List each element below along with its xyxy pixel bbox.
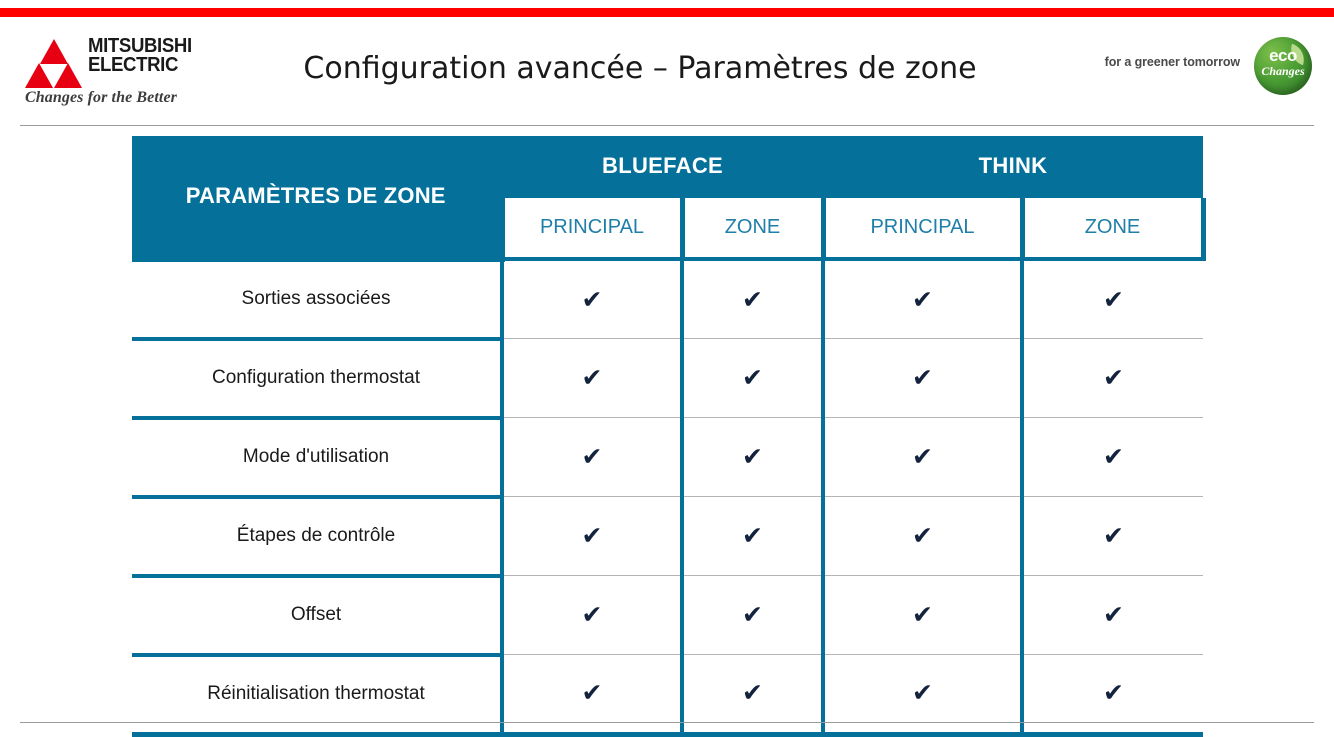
eco-badge-top-text: eco [1269, 46, 1297, 65]
cell-blueface-zone: ✔ [680, 575, 823, 655]
check-icon: ✔ [1103, 442, 1124, 471]
table-header-parameters: PARAMÈTRES DE ZONE [132, 136, 502, 259]
brand-tagline: Changes for the Better [25, 89, 177, 106]
page-title: Configuration avancée – Paramètres de zo… [303, 51, 977, 86]
cell-blueface-principal: ✔ [500, 257, 682, 339]
check-icon: ✔ [742, 363, 763, 392]
cell-blueface-zone: ✔ [680, 496, 823, 576]
check-icon: ✔ [742, 284, 763, 314]
header-divider [20, 125, 1314, 126]
check-icon: ✔ [912, 363, 933, 392]
row-label: Configuration thermostat [132, 336, 504, 418]
eco-badge-bottom-text: Changes [1261, 64, 1305, 78]
cell-think-zone: ✔ [1020, 496, 1203, 576]
check-icon: ✔ [1103, 678, 1124, 708]
cell-think-zone: ✔ [1020, 575, 1203, 655]
check-icon: ✔ [912, 284, 933, 314]
cell-blueface-zone: ✔ [680, 257, 823, 339]
table-row: Sorties associées ✔ ✔ ✔ ✔ [132, 256, 1203, 339]
check-icon: ✔ [912, 442, 933, 471]
diamond-left-icon [25, 63, 53, 88]
eco-tagline: for a greener tomorrow [1104, 55, 1240, 69]
row-label: Mode d'utilisation [132, 415, 504, 497]
check-icon: ✔ [912, 678, 933, 708]
table-row: Offset ✔ ✔ ✔ ✔ [132, 573, 1203, 655]
table-subheader-think-zone: ZONE [1019, 198, 1206, 259]
check-icon: ✔ [742, 442, 763, 471]
table-group-header-blueface: BLUEFACE [502, 136, 823, 198]
footer-divider [20, 722, 1314, 723]
check-icon: ✔ [581, 521, 603, 550]
cell-think-zone: ✔ [1020, 257, 1203, 339]
check-icon: ✔ [581, 363, 603, 392]
mitsubishi-electric-logo: MITSUBISHI ELECTRIC Changes for the Bett… [20, 33, 220, 111]
cell-blueface-principal: ✔ [500, 496, 682, 576]
table-body: Sorties associées ✔ ✔ ✔ ✔ Configuration … [132, 256, 1203, 737]
cell-blueface-principal: ✔ [500, 338, 682, 418]
slide-header: MITSUBISHI ELECTRIC Changes for the Bett… [0, 17, 1334, 126]
mitsubishi-three-diamonds-icon [25, 39, 83, 89]
check-icon: ✔ [742, 678, 763, 708]
check-icon: ✔ [581, 678, 603, 708]
cell-blueface-principal: ✔ [500, 575, 682, 655]
table-group-header-row: PARAMÈTRES DE ZONE BLUEFACE THINK [132, 136, 1203, 259]
row-label: Sorties associées [132, 256, 504, 339]
table-subheader-think-principal: PRINCIPAL [820, 198, 1025, 259]
check-icon: ✔ [1103, 521, 1124, 550]
check-icon: ✔ [1103, 363, 1124, 392]
zone-parameters-table: PARAMÈTRES DE ZONE BLUEFACE THINK PRINCI… [132, 136, 1206, 737]
check-icon: ✔ [581, 442, 603, 471]
top-accent-bar [0, 8, 1334, 17]
table-subheader-blueface-zone: ZONE [679, 198, 826, 259]
cell-blueface-zone: ✔ [680, 417, 823, 497]
check-icon: ✔ [742, 521, 763, 550]
cell-think-principal: ✔ [821, 257, 1022, 339]
cell-think-principal: ✔ [821, 575, 1022, 655]
cell-think-zone: ✔ [1020, 338, 1203, 418]
table-row: Configuration thermostat ✔ ✔ ✔ ✔ [132, 336, 1203, 418]
table-subheader-row: PRINCIPAL ZONE PRINCIPAL ZONE [132, 198, 1206, 259]
check-icon: ✔ [1103, 600, 1124, 629]
check-icon: ✔ [1103, 284, 1124, 314]
check-icon: ✔ [742, 600, 763, 629]
cell-think-zone: ✔ [1020, 417, 1203, 497]
row-label: Offset [132, 573, 504, 655]
row-label: Étapes de contrôle [132, 494, 504, 576]
table-subheader-blueface-principal: PRINCIPAL [499, 198, 685, 259]
table-row: Étapes de contrôle ✔ ✔ ✔ ✔ [132, 494, 1203, 576]
table-head: PARAMÈTRES DE ZONE BLUEFACE THINK PRINCI… [132, 136, 1206, 259]
check-icon: ✔ [581, 284, 603, 314]
cell-blueface-zone: ✔ [680, 338, 823, 418]
brand-line-1: MITSUBISHI [88, 35, 192, 57]
diamond-right-icon [54, 63, 82, 88]
eco-changes-badge-icon: eco Changes [1254, 37, 1312, 95]
check-icon: ✔ [581, 600, 603, 629]
check-icon: ✔ [912, 521, 933, 550]
brand-wordmark: MITSUBISHI ELECTRIC [88, 35, 200, 77]
cell-think-principal: ✔ [821, 417, 1022, 497]
eco-changes-logo: for a greener tomorrow eco Changes [1087, 35, 1312, 97]
cell-think-principal: ✔ [821, 338, 1022, 418]
check-icon: ✔ [912, 600, 933, 629]
cell-think-principal: ✔ [821, 496, 1022, 576]
cell-blueface-principal: ✔ [500, 417, 682, 497]
table-group-header-think: THINK [823, 136, 1203, 198]
brand-line-2: ELECTRIC [88, 54, 179, 77]
diamond-top-icon [39, 39, 68, 64]
table-row: Mode d'utilisation ✔ ✔ ✔ ✔ [132, 415, 1203, 497]
